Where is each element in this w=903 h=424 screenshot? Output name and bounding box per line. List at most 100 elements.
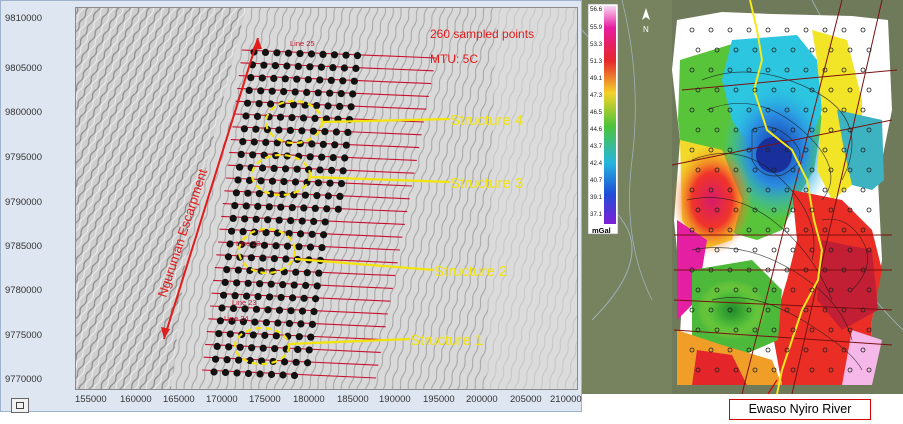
sample-point	[294, 345, 302, 354]
sample-point	[237, 150, 245, 158]
y-tick-label: 9780000	[5, 285, 42, 296]
sample-point	[303, 269, 311, 277]
sample-point	[252, 215, 260, 223]
sample-point	[264, 306, 272, 314]
sample-point	[350, 77, 358, 85]
gravity-station-marker	[866, 127, 872, 133]
gravity-station-marker	[828, 327, 834, 333]
sample-point	[296, 50, 304, 58]
sample-point	[321, 218, 329, 226]
sample-point	[270, 164, 278, 172]
colorbar-value: 53.3	[590, 41, 603, 48]
sample-point	[239, 318, 247, 326]
gravity-station-marker	[866, 287, 872, 293]
sample-point	[334, 205, 342, 213]
gravity-station-marker	[860, 147, 866, 153]
sample-point	[247, 74, 255, 82]
x-tick-label: 180000	[293, 394, 325, 405]
gravity-station-marker	[714, 47, 720, 53]
sample-point	[245, 176, 254, 184]
gravity-station-marker	[765, 27, 771, 33]
sample-point	[258, 357, 266, 365]
sample-point	[231, 292, 239, 300]
sample-point	[253, 112, 262, 120]
sample-point	[277, 293, 285, 302]
river-callout-label: Ewaso Nyiro River	[729, 399, 871, 420]
sample-point	[315, 269, 323, 277]
sample-point	[270, 254, 278, 263]
gravity-station-marker	[784, 67, 790, 73]
sample-point	[242, 202, 250, 210]
gravity-station-marker	[727, 107, 733, 113]
gravity-station-marker	[803, 187, 809, 193]
sample-point	[267, 370, 276, 379]
gravity-station-marker	[809, 367, 815, 373]
sample-point	[298, 217, 306, 225]
gravity-station-marker	[714, 287, 720, 293]
sample-point	[331, 141, 339, 149]
sample-point	[233, 279, 241, 287]
gravity-station-marker	[765, 147, 771, 153]
sample-point	[311, 114, 319, 122]
gravity-station-marker	[708, 107, 714, 113]
line-label: Line 24	[224, 314, 249, 323]
sample-point	[267, 280, 275, 288]
sample-point	[318, 243, 326, 252]
gravity-station-marker	[746, 307, 752, 313]
gravity-station-marker	[752, 167, 758, 173]
sample-point	[314, 89, 322, 97]
gravity-station-marker	[866, 167, 872, 173]
structure-3-outline	[250, 153, 312, 197]
gravity-station-marker	[708, 187, 714, 193]
gravity-station-marker	[727, 347, 733, 353]
sample-point	[305, 346, 313, 354]
sample-point	[212, 355, 220, 363]
gravity-station-marker	[765, 187, 771, 193]
gravity-station-marker	[866, 207, 872, 213]
gravity-station-marker	[784, 307, 790, 313]
x-tick-label: 200000	[466, 394, 498, 405]
sample-point	[216, 317, 224, 325]
line-label: Line 23	[232, 298, 257, 307]
y-tick-label: 9810000	[5, 13, 42, 24]
sample-point	[326, 179, 334, 187]
gravity-station-marker	[822, 267, 828, 273]
sample-point	[244, 189, 252, 197]
gravity-station-marker	[714, 247, 720, 253]
sample-point	[234, 176, 242, 184]
sample-point	[282, 165, 290, 173]
gravity-station-marker	[733, 87, 739, 93]
y-tick-label: 9785000	[5, 241, 42, 252]
gravity-station-marker	[809, 287, 815, 293]
gravity-station-marker	[771, 87, 777, 93]
sample-point	[283, 62, 291, 70]
sample-point	[228, 227, 236, 235]
gravity-station-marker	[765, 227, 771, 233]
sample-point	[342, 51, 350, 59]
sample-point	[300, 204, 308, 212]
gravity-station-marker	[847, 167, 853, 173]
fit-view-button[interactable]	[11, 398, 29, 413]
sample-point	[262, 138, 270, 146]
sample-point	[308, 230, 316, 238]
sample-point	[248, 344, 256, 352]
gravity-station-marker	[771, 247, 777, 253]
sample-point	[272, 242, 280, 250]
gravity-station-marker	[695, 167, 701, 173]
gravity-station-marker	[784, 187, 790, 193]
gravity-station-marker	[860, 347, 866, 353]
sample-point	[254, 292, 262, 301]
sample-point	[257, 177, 265, 185]
gravity-station-marker	[809, 87, 815, 93]
gravity-station-marker	[860, 307, 866, 313]
gravity-station-marker	[752, 207, 758, 213]
sample-point	[293, 75, 301, 83]
sample-point	[236, 163, 244, 171]
x-tick-label: 195000	[423, 394, 455, 405]
gravity-station-marker	[822, 347, 828, 353]
gravity-station-marker	[790, 87, 796, 93]
sample-point	[283, 242, 292, 250]
sample-point	[272, 332, 280, 340]
sample-point	[279, 281, 287, 289]
sample-point	[273, 49, 281, 57]
